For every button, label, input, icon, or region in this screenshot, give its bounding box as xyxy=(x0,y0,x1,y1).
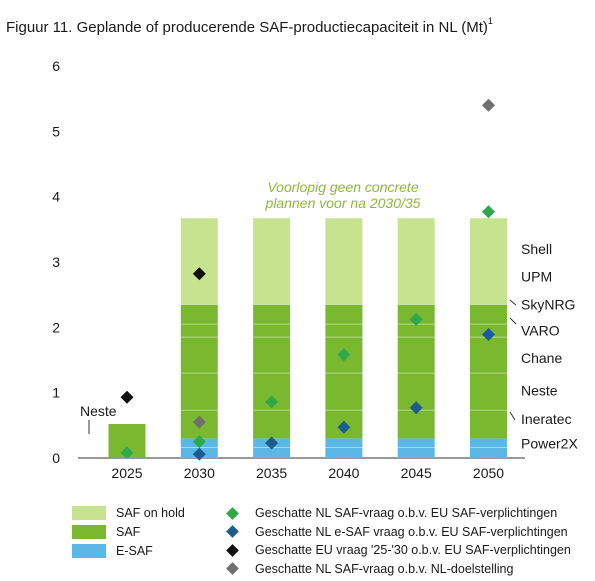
segment-label: SkyNRG xyxy=(521,296,575,312)
legend-diamond xyxy=(226,506,239,520)
leader-varo xyxy=(509,317,517,325)
marker-diamond xyxy=(265,395,279,409)
leader-skynrg xyxy=(509,299,517,306)
y-tick-label: 2 xyxy=(52,319,60,335)
bar-saf-on-hold xyxy=(253,218,291,305)
marker-diamond xyxy=(409,401,423,415)
legend-diamond xyxy=(226,525,239,538)
legend-item: Geschatte NL SAF-vraag o.b.v. EU SAF-ver… xyxy=(226,506,557,520)
marker-diamond xyxy=(120,390,134,404)
legend-swatch xyxy=(72,525,106,539)
y-tick-label: 6 xyxy=(52,58,60,74)
figure-title: Figuur 11. Geplande of producerende SAF-… xyxy=(6,16,493,36)
legend-item: Geschatte NL SAF-vraag o.b.v. NL-doelste… xyxy=(226,562,513,576)
marker-diamond xyxy=(337,348,351,362)
segment-label: UPM xyxy=(521,268,552,284)
leader-ineratec xyxy=(509,411,516,421)
marker-diamond xyxy=(482,328,495,342)
segment-label: Ineratec xyxy=(521,411,572,427)
y-tick-label: 0 xyxy=(52,450,60,466)
bar-saf xyxy=(397,304,435,439)
legend-swatch xyxy=(72,544,106,558)
legend-label: SAF on hold xyxy=(116,506,185,520)
bar-saf-on-hold xyxy=(180,218,218,305)
y-tick-label: 1 xyxy=(52,385,60,401)
legend-swatch xyxy=(72,506,106,520)
x-tick-label: 2040 xyxy=(328,465,359,481)
legend-label: Geschatte EU vraag '25-'30 o.b.v. EU SAF… xyxy=(255,543,571,557)
legend-item: SAF on hold xyxy=(72,506,185,520)
legend-item: SAF xyxy=(72,525,140,539)
x-tick-label: 2050 xyxy=(473,465,504,481)
marker-diamond xyxy=(482,98,495,112)
y-tick-label: 5 xyxy=(52,123,60,139)
segment-label: Shell xyxy=(521,241,552,257)
marker-diamond xyxy=(192,415,206,429)
marker-diamond xyxy=(192,447,206,461)
marker-diamond xyxy=(409,312,423,326)
x-tick-label: 2025 xyxy=(111,465,142,481)
bar-e-saf xyxy=(470,438,507,458)
marker-diamond xyxy=(192,267,206,281)
marker-diamond xyxy=(265,436,279,450)
legend-item: Geschatte EU vraag '25-'30 o.b.v. EU SAF… xyxy=(226,543,571,557)
marker-diamond xyxy=(120,446,134,460)
bar-saf xyxy=(325,304,363,439)
bar-saf xyxy=(470,304,507,439)
marker-diamond xyxy=(192,435,206,449)
x-tick-label: 2045 xyxy=(401,465,432,481)
bar-e-saf xyxy=(325,438,363,458)
x-tick-label: 2030 xyxy=(184,465,215,481)
legend-diamond xyxy=(226,543,239,557)
x-tick-label: 2035 xyxy=(256,465,287,481)
bar-e-saf xyxy=(397,438,435,458)
legend: SAF on hold SAF E-SAF Geschatte NL SAF-vraa… xyxy=(72,506,595,581)
y-tick-label: 4 xyxy=(52,189,60,205)
segment-label: Neste xyxy=(521,383,558,399)
bar-saf xyxy=(253,304,291,439)
bar-saf-on-hold xyxy=(325,218,363,305)
legend-label: Geschatte NL e-SAF vraag o.b.v. EU SAF-v… xyxy=(255,524,568,539)
legend-diamond xyxy=(226,562,239,575)
legend-item: E-SAF xyxy=(72,544,153,558)
bar-saf-on-hold xyxy=(470,218,507,305)
segment-label: Chane xyxy=(521,350,562,366)
bar-chart: 0 1 2 3 4 5 6 2025 2030 2035 2040 2045 2050 Neste Shel… xyxy=(52,58,578,481)
segment-label: VARO xyxy=(521,323,560,339)
y-tick-label: 3 xyxy=(52,254,60,270)
segment-label: Power2X xyxy=(521,436,578,452)
legend-label: E-SAF xyxy=(116,544,153,558)
marker-diamond xyxy=(337,420,351,434)
annotation-neste-2025: Neste xyxy=(80,403,117,419)
legend-item: Geschatte NL e-SAF vraag o.b.v. EU SAF-v… xyxy=(226,525,568,539)
legend-label: Geschatte NL SAF-vraag o.b.v. NL-doelste… xyxy=(255,561,514,576)
note-text: Voorlopig geen concrete xyxy=(267,179,418,195)
marker-diamond xyxy=(482,205,495,219)
figure-title-text: Figuur 11. Geplande of producerende SAF-… xyxy=(6,19,488,36)
bar-saf-on-hold xyxy=(397,218,435,305)
legend-label: SAF xyxy=(116,525,141,539)
note-text: plannen voor na 2030/35 xyxy=(265,195,421,211)
figure-title-footnote: 1 xyxy=(487,16,493,26)
legend-label: Geschatte NL SAF-vraag o.b.v. EU SAF-ver… xyxy=(255,506,558,520)
